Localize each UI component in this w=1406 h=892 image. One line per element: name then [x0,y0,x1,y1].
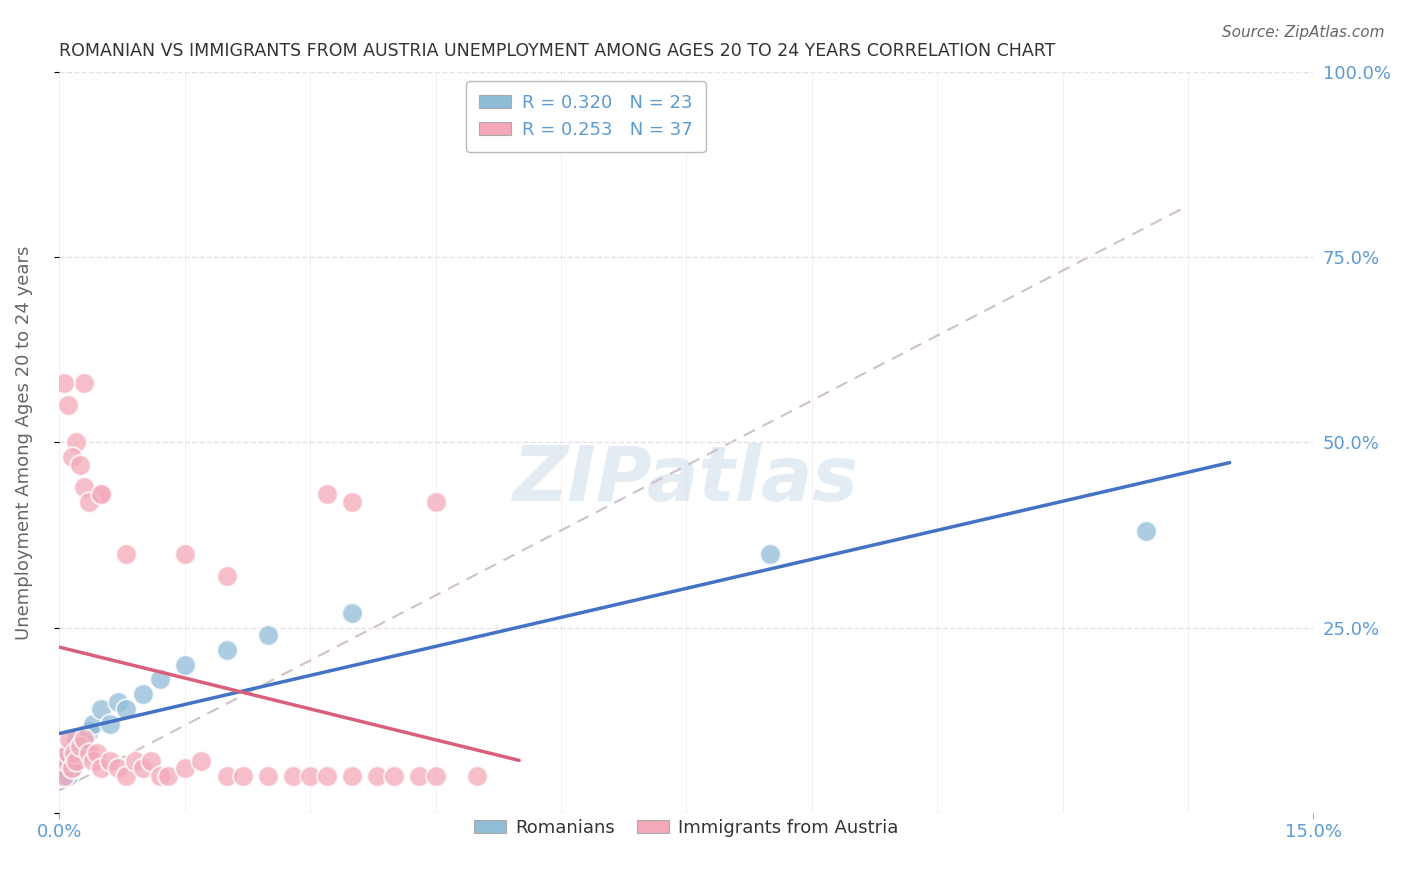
Point [86,747,108,761]
Point [107,761,129,775]
Point [315,768,337,782]
Point [77,494,100,508]
Point [190,754,212,768]
Point [141,754,163,768]
Point [65,731,87,746]
Point [77,724,100,739]
Point [467,768,489,782]
Point [340,768,363,782]
Point [257,768,280,782]
Point [215,568,238,582]
Point [173,761,195,775]
Point [382,768,405,782]
Point [63,739,86,753]
Point [82,754,104,768]
Point [90,487,112,501]
Point [90,487,112,501]
Point [52,376,75,391]
Point [257,628,280,642]
Text: ROMANIAN VS IMMIGRANTS FROM AUSTRIA UNEMPLOYMENT AMONG AGES 20 TO 24 YEARS CORRE: ROMANIAN VS IMMIGRANTS FROM AUSTRIA UNEM… [59,42,1056,60]
Point [69,739,91,753]
Point [65,754,87,768]
Point [73,739,96,753]
Point [58,731,80,746]
Point [425,494,447,508]
Point [69,747,91,761]
Point [52,768,75,782]
Point [157,768,180,782]
Point [232,768,254,782]
Point [63,747,86,761]
Point [60,761,83,775]
Point [52,768,75,782]
Point [65,435,87,450]
Point [58,754,80,768]
Point [215,768,238,782]
Point [82,716,104,731]
Point [215,642,238,657]
Point [1135,524,1157,539]
Text: Source: ZipAtlas.com: Source: ZipAtlas.com [1222,25,1385,40]
Point [115,768,138,782]
Legend: Romanians, Immigrants from Austria: Romanians, Immigrants from Austria [467,812,905,844]
Point [56,768,79,782]
Point [69,458,91,472]
Point [299,768,322,782]
Point [132,687,155,701]
Point [73,480,96,494]
Point [173,657,195,672]
Point [98,716,121,731]
Point [73,376,96,391]
Y-axis label: Unemployment Among Ages 20 to 24 years: Unemployment Among Ages 20 to 24 years [15,245,32,640]
Point [56,399,79,413]
Point [115,702,138,716]
Point [425,768,447,782]
Point [115,547,138,561]
Point [283,768,305,782]
Point [340,494,363,508]
Point [60,761,83,775]
Point [340,606,363,620]
Point [315,487,337,501]
Point [149,768,172,782]
Point [98,754,121,768]
Point [77,747,100,761]
Point [73,731,96,746]
Point [56,747,79,761]
Point [90,702,112,716]
Point [149,673,172,687]
Point [55,754,77,768]
Point [55,747,77,761]
Point [173,547,195,561]
Point [366,768,388,782]
Point [60,450,83,465]
Point [124,754,146,768]
Point [759,547,782,561]
Text: ZIPatlas: ZIPatlas [513,442,859,516]
Point [90,761,112,775]
Point [107,694,129,708]
Point [132,761,155,775]
Point [408,768,430,782]
